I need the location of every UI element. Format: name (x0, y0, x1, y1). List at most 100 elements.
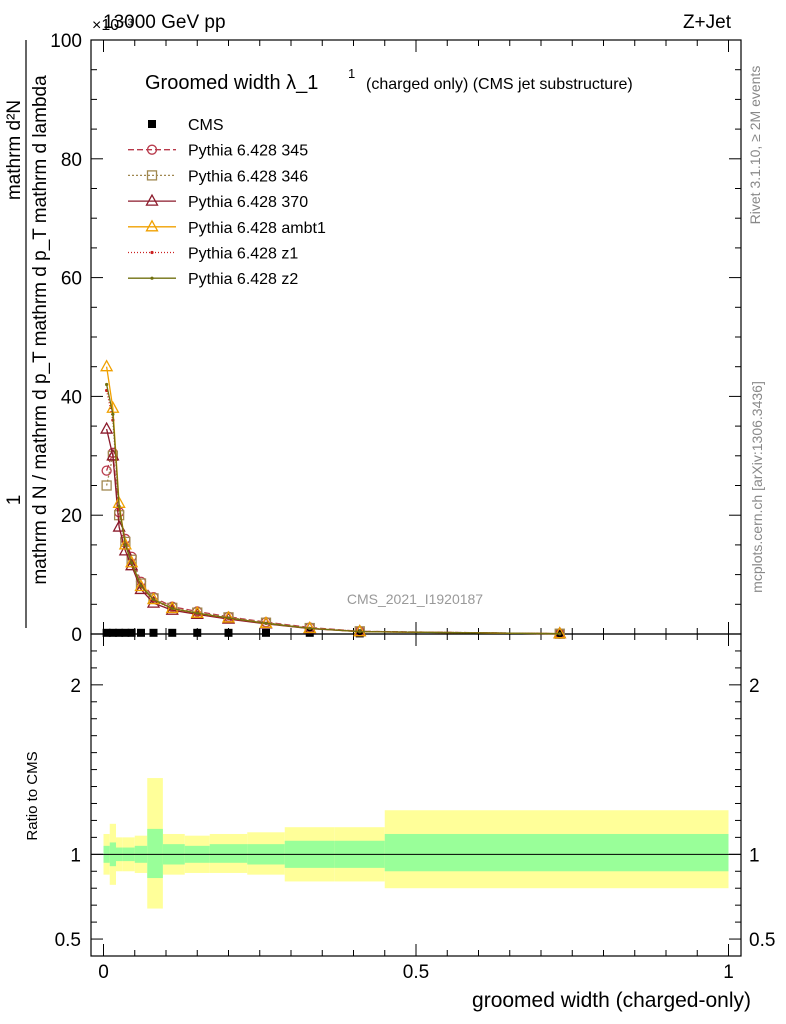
legend-marker (148, 120, 156, 128)
main-ytick-label: 100 (50, 31, 82, 52)
data-point (121, 628, 130, 637)
ratio-ytick-label-right: 1 (749, 845, 760, 866)
series-line (105, 390, 560, 635)
series-layer (100, 359, 567, 639)
data-point (168, 628, 177, 637)
ratio-ytick-label-right: 2 (749, 676, 760, 697)
header-right: Z+Jet (683, 12, 732, 33)
data-point (105, 382, 109, 387)
xlabel: groomed width (charged-only) (472, 989, 751, 1012)
data-point (558, 632, 562, 636)
data-point (146, 592, 161, 605)
data-point (111, 412, 115, 416)
data-point (134, 579, 148, 592)
legend-marker (146, 144, 158, 155)
main-ytick-label: 0 (71, 625, 82, 646)
ratio-xtick-label: 1 (723, 962, 734, 983)
main-ylabel: 1 mathrm d²N mathrm d N / mathrm d p_T m… (4, 40, 51, 628)
exponent-label: ×10⁻³ (92, 17, 134, 34)
mcplots-label: mcplots.cern.ch [arXiv:1306.3436] (749, 381, 765, 593)
ratio-ylabel: Ratio to CMS (24, 751, 41, 840)
data-point (195, 611, 199, 615)
data-point (125, 555, 139, 568)
ratio-bands (91, 778, 741, 909)
legend-label: Pythia 6.428 346 (188, 168, 308, 185)
ratio-stat-band (147, 828, 163, 879)
data-point (102, 628, 111, 637)
data-point (118, 543, 132, 556)
data-point (308, 626, 312, 630)
legend-entries: CMS Pythia 6.428 345 Pythia 6.428 346 Pythi… (128, 117, 326, 288)
legend-label: CMS (188, 117, 224, 134)
data-point (264, 621, 268, 625)
legend-label: Pythia 6.428 ambt1 (188, 220, 326, 237)
legend-marker (150, 276, 154, 280)
ratio-stat-band (209, 844, 248, 863)
ylabel-denominator: mathrm d N / mathrm d p_T mathrm d p_T m… (30, 75, 51, 585)
legend-label: Pythia 6.428 370 (188, 194, 308, 211)
series-4 (100, 359, 567, 639)
data-point (303, 621, 317, 634)
data-point (117, 504, 121, 508)
data-point (226, 616, 231, 620)
legend-title-main: Groomed width λ_1 (145, 72, 318, 94)
data-point (115, 628, 124, 637)
ratio-ytick-label-right: 0.5 (749, 930, 775, 951)
main-ticks: 0 20 40 60 80 100 (50, 31, 741, 646)
legend-title-rest: (charged only) (CMS jet substructure) (366, 76, 633, 93)
data-point (358, 630, 362, 634)
data-point (130, 561, 134, 565)
data-point (137, 628, 145, 637)
data-point (101, 480, 112, 491)
legend-label: Pythia 6.428 z2 (188, 271, 298, 288)
main-ytick-label: 60 (61, 269, 82, 290)
legend: Groomed width λ_1 1 (charged only) (CMS … (128, 66, 633, 288)
watermark: CMS_2021_I1920187 (347, 591, 483, 607)
data-point (118, 537, 132, 550)
data-point (553, 626, 567, 639)
data-point (170, 606, 174, 611)
data-point (125, 558, 139, 571)
series-5 (105, 388, 562, 636)
rivet-label: Rivet 3.1.10, ≥ 2M events (747, 66, 763, 225)
ratio-xtick-label: 0.5 (403, 962, 429, 983)
series-6 (105, 382, 562, 636)
data-point (149, 628, 158, 637)
header-left: 13000 GeV pp (103, 12, 226, 33)
ratio-ytick-label: 1 (70, 845, 81, 866)
data-point (224, 628, 233, 637)
legend-label: Pythia 6.428 z1 (188, 246, 298, 263)
legend-marker (150, 250, 154, 255)
data-point (353, 624, 367, 637)
data-point (100, 421, 114, 434)
data-point (151, 597, 156, 602)
ratio-ytick-label: 0.5 (55, 930, 81, 951)
main-ytick-label: 80 (61, 150, 82, 171)
main-ytick-label: 20 (61, 506, 82, 527)
series-line (105, 366, 560, 635)
legend-title-sup: 1 (348, 66, 355, 81)
data-point (100, 359, 114, 372)
ratio-ticks: 0.5 0.5 1 1 2 2 0 0.5 1 (55, 634, 775, 983)
data-point (108, 628, 117, 637)
ylabel-numerator: 1 (4, 495, 25, 506)
legend-marker (145, 193, 159, 206)
ratio-xtick-label: 0 (98, 962, 109, 983)
data-point (139, 584, 143, 588)
legend-marker (145, 219, 159, 232)
ylabel-numerator2: mathrm d²N (4, 100, 25, 200)
legend-label: Pythia 6.428 345 (188, 143, 308, 160)
data-point (193, 628, 202, 637)
data-point (355, 629, 364, 638)
ratio-frame (90, 633, 742, 957)
main-ytick-label: 40 (61, 387, 82, 408)
series-line (105, 384, 560, 635)
ratio-ytick-label: 2 (70, 676, 81, 697)
ratio-stat-band (384, 833, 729, 872)
data-point (262, 628, 270, 637)
data-point (123, 543, 127, 547)
data-point (127, 628, 136, 637)
legend-marker (146, 170, 158, 181)
data-point (101, 465, 112, 476)
